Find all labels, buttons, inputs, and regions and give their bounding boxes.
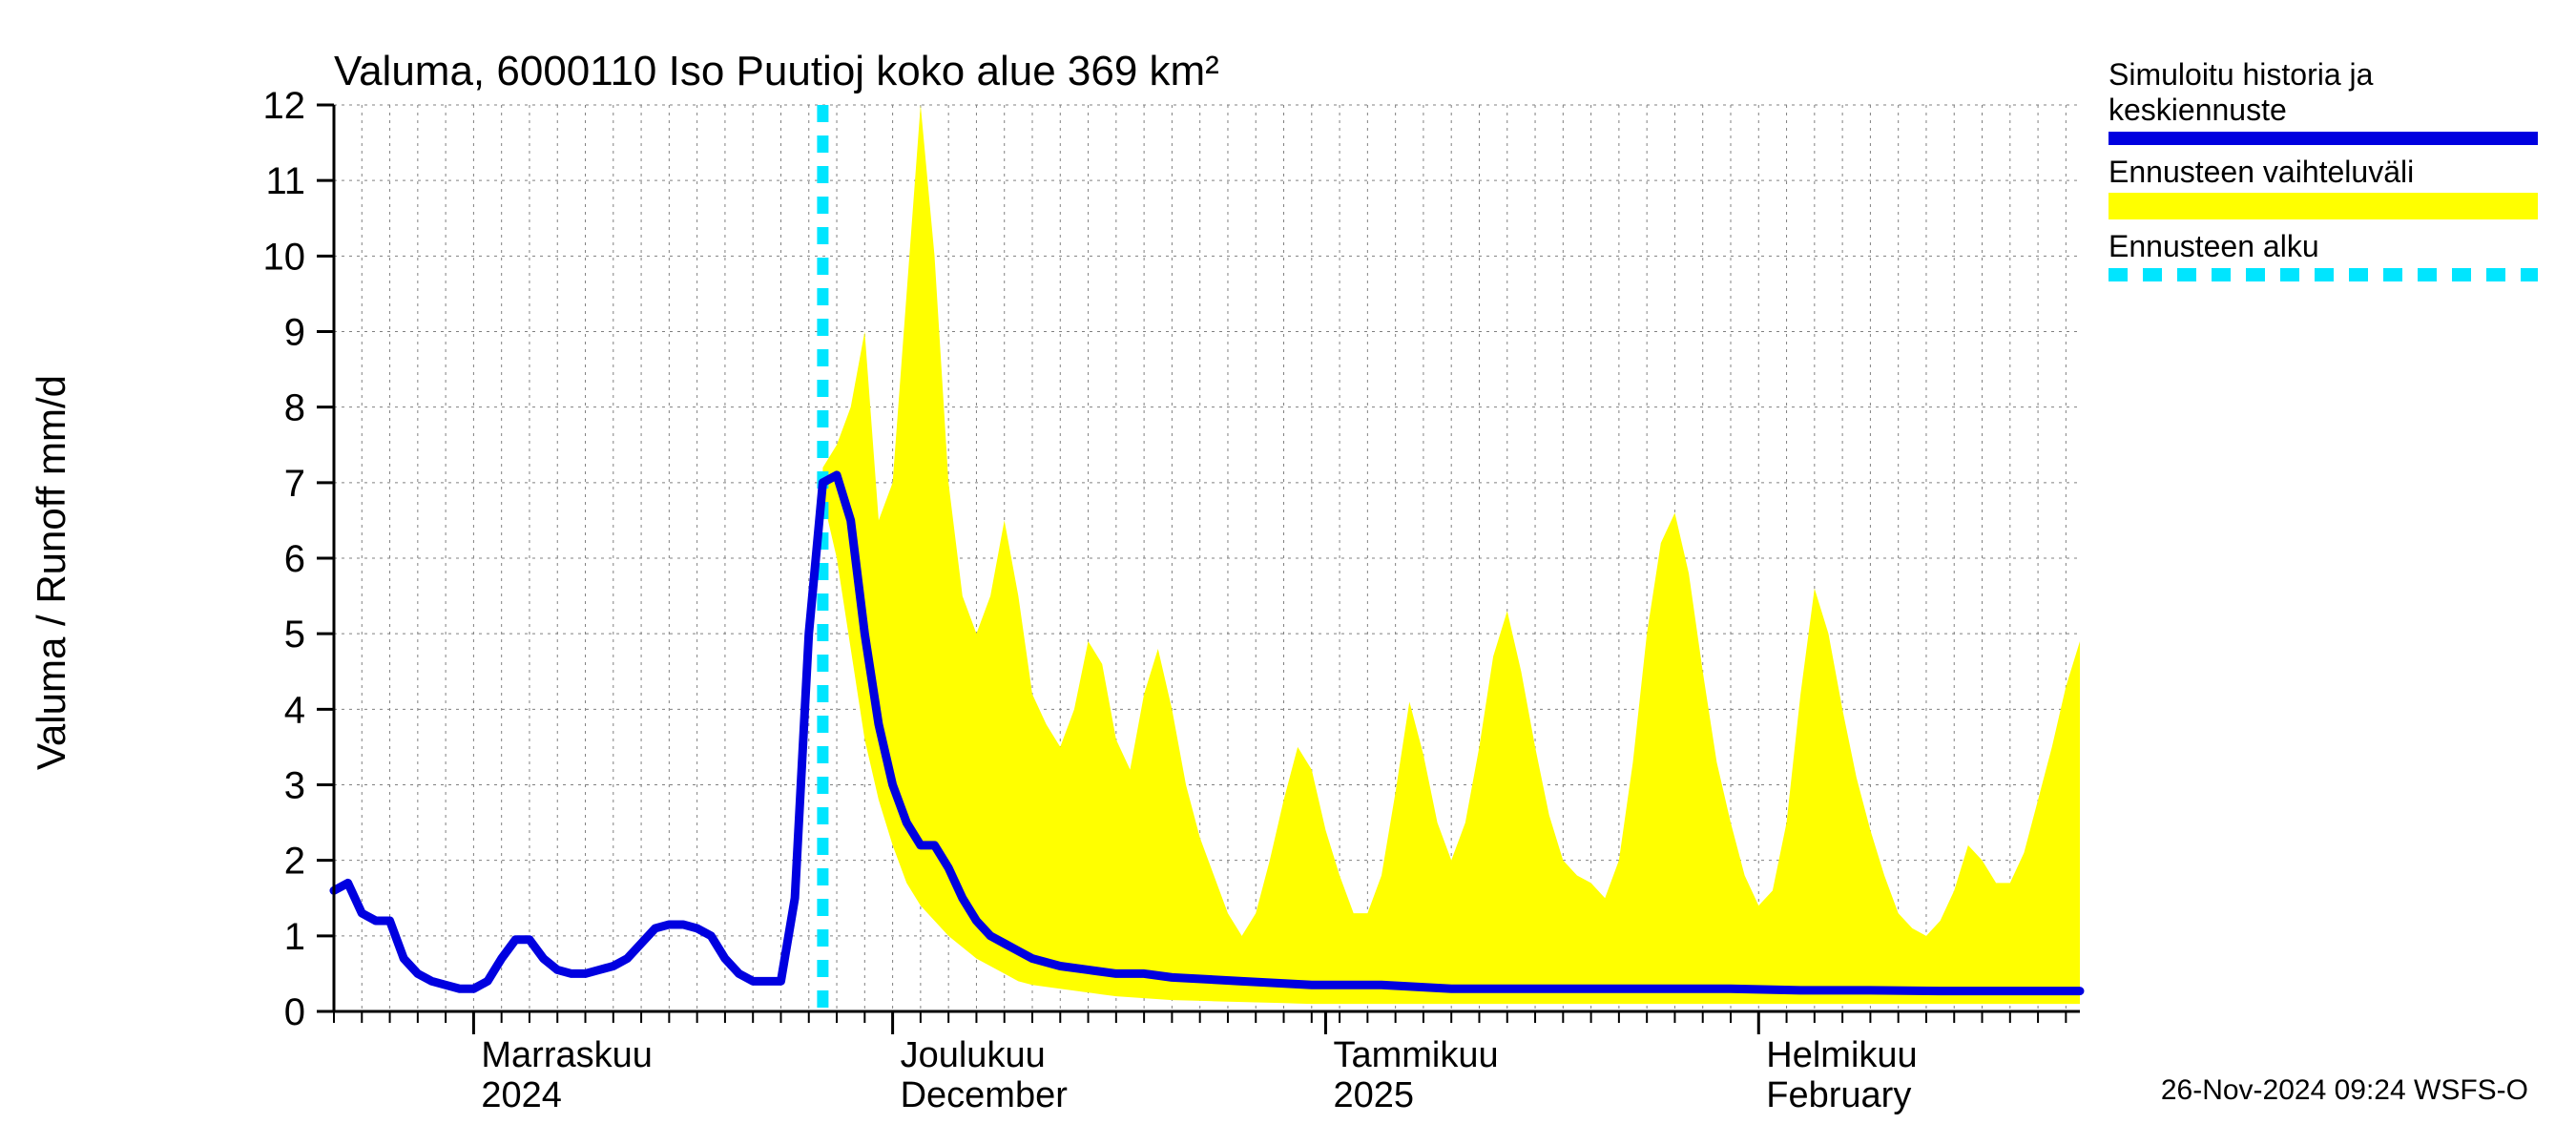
svg-text:8: 8 [284,387,305,429]
svg-text:February: February [1766,1075,1911,1115]
svg-text:10: 10 [263,236,306,278]
legend: Simuloitu historia ja keskiennuste Ennust… [2109,57,2538,291]
svg-text:Tammikuu: Tammikuu [1333,1035,1498,1075]
svg-text:Joulukuu: Joulukuu [901,1035,1046,1075]
chart-footer: 26-Nov-2024 09:24 WSFS-O [2161,1074,2528,1107]
legend-entry: Ennusteen vaihteluväli [2109,155,2538,220]
svg-text:11: 11 [265,160,305,202]
legend-swatch [2109,268,2538,281]
legend-swatch [2109,132,2538,145]
svg-text:5: 5 [284,614,305,656]
legend-label: Ennusteen alku [2109,229,2538,264]
legend-label: Simuloitu historia ja keskiennuste [2109,57,2538,128]
legend-label: Ennusteen vaihteluväli [2109,155,2538,190]
svg-text:Marraskuu: Marraskuu [481,1035,653,1075]
svg-text:4: 4 [284,689,305,731]
legend-swatch [2109,193,2538,219]
svg-text:0: 0 [284,991,305,1033]
svg-text:2025: 2025 [1333,1075,1414,1115]
svg-text:2024: 2024 [481,1075,562,1115]
svg-text:3: 3 [284,765,305,807]
chart-container: Valuma, 6000110 Iso Puutioj koko alue 36… [0,0,2576,1145]
svg-text:2: 2 [284,841,305,883]
svg-text:12: 12 [263,85,306,127]
svg-text:7: 7 [284,463,305,505]
svg-text:1: 1 [284,916,305,958]
legend-entry: Simuloitu historia ja keskiennuste [2109,57,2538,145]
svg-text:December: December [901,1075,1069,1115]
svg-text:9: 9 [284,312,305,354]
legend-entry: Ennusteen alku [2109,229,2538,281]
svg-text:6: 6 [284,538,305,580]
svg-text:Helmikuu: Helmikuu [1766,1035,1917,1075]
